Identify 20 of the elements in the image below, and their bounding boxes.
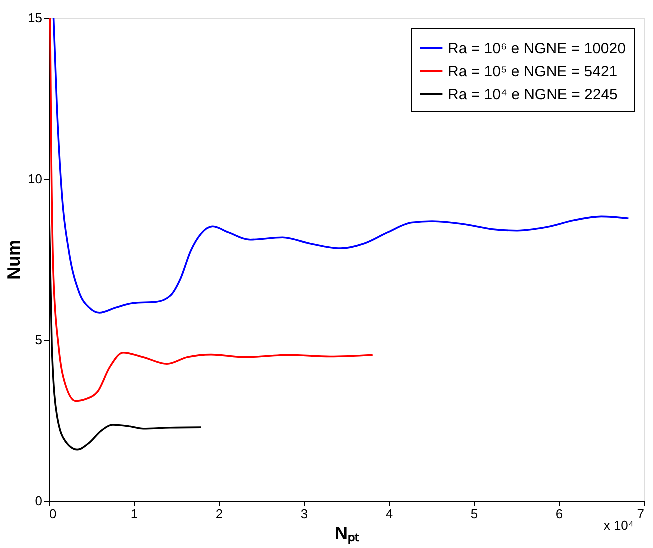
x-tick-label: 4 (386, 506, 394, 522)
x-tick-label: 6 (556, 506, 564, 522)
x-tick-label: 5 (470, 506, 478, 522)
line-series (49, 18, 374, 402)
x-tick-label: 3 (300, 506, 308, 522)
line-series (52, 18, 630, 314)
y-axis-title: Num (4, 240, 24, 280)
x-tick-label: 1 (130, 506, 138, 522)
x-tick-label: 2 (216, 506, 224, 522)
x-tick-label: 0 (50, 506, 57, 522)
y-tick-label: 5 (35, 332, 42, 348)
text: x 10⁴ (604, 518, 634, 533)
x-axis-title: Nₚₜ (335, 524, 360, 544)
legend-label: Ra = 10⁶ e NGNE = 10020 (448, 40, 626, 58)
y-tick-label: 15 (28, 10, 42, 26)
legend-label: Ra = 10⁵ e NGNE = 5421 (448, 64, 618, 80)
x-tick-label: 7 (637, 506, 644, 522)
legend-label: Ra = 10⁴ e NGNE = 2245 (448, 86, 618, 104)
y-tick-label: 10 (28, 172, 42, 186)
y-tick-label: 0 (35, 494, 42, 508)
